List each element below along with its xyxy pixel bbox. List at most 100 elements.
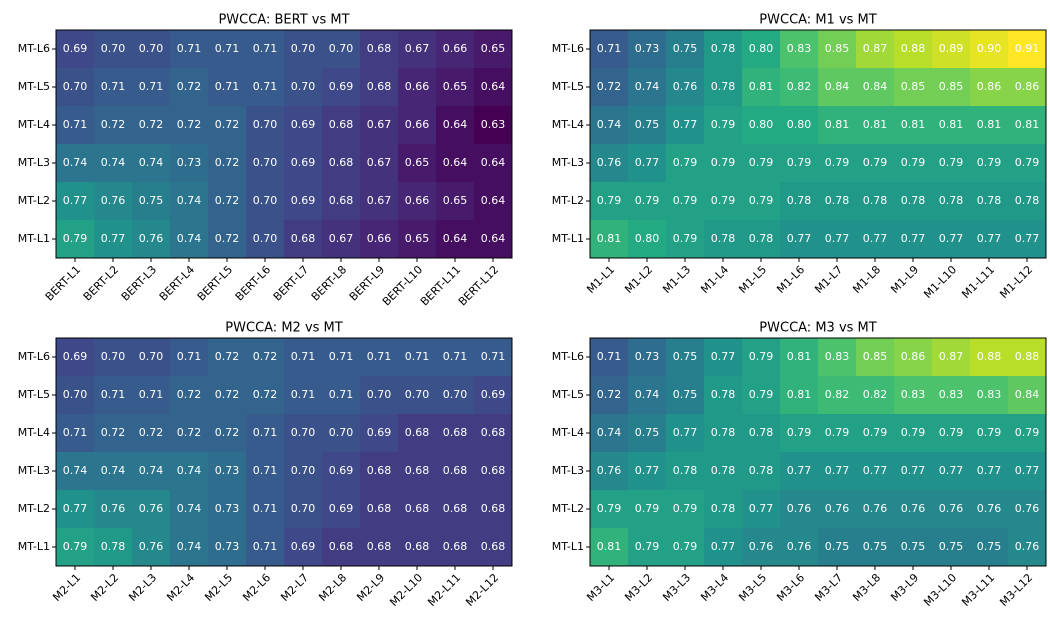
cell-label: 0.77	[939, 232, 964, 245]
heatmap-cell	[1008, 182, 1047, 221]
heatmap-cell	[246, 528, 285, 567]
y-tick-label: MT-L1	[552, 232, 584, 245]
heatmap-cell	[742, 106, 781, 145]
heatmap-cell	[666, 414, 705, 453]
x-tick-label: BERT-L8	[309, 263, 349, 303]
heatmap-cell	[590, 528, 629, 567]
cell-label: 0.81	[1015, 118, 1040, 131]
heatmap-cell	[818, 414, 857, 453]
heatmap-cell	[590, 68, 629, 107]
y-tick-label: MT-L5	[552, 388, 584, 401]
x-tick-label: M2-L6	[240, 571, 273, 604]
cell-label: 0.74	[177, 502, 202, 515]
cell-label: 0.75	[825, 540, 850, 553]
heatmap-cell	[284, 376, 323, 415]
x-tick-label: M3-L9	[888, 571, 921, 604]
cell-label: 0.67	[329, 232, 354, 245]
cell-label: 0.68	[405, 540, 430, 553]
cell-label: 0.64	[481, 156, 506, 169]
cell-label: 0.83	[977, 388, 1002, 401]
heatmap-cell	[628, 182, 667, 221]
plot-frame	[589, 337, 1047, 567]
heatmap-cell	[856, 182, 895, 221]
cell-label: 0.79	[749, 350, 774, 363]
cell-label: 0.71	[177, 42, 202, 55]
heatmap-cell	[94, 30, 133, 69]
x-tick-label: M1-L4	[698, 263, 731, 296]
heatmap-cell	[94, 106, 133, 145]
y-tick-label: MT-L4	[18, 118, 50, 131]
cell-label: 0.81	[901, 118, 926, 131]
heatmap-cell	[246, 414, 285, 453]
heatmap-cell	[284, 452, 323, 491]
cell-label: 0.70	[253, 118, 278, 131]
cell-label: 0.65	[405, 232, 430, 245]
cell-label: 0.85	[901, 80, 926, 93]
x-tick-label: BERT-L5	[195, 263, 235, 303]
cell-label: 0.81	[863, 118, 888, 131]
heatmap-cell	[170, 30, 209, 69]
heatmap-cell	[94, 376, 133, 415]
heatmap-cell	[666, 106, 705, 145]
cell-label: 0.72	[177, 388, 202, 401]
cell-label: 0.87	[863, 42, 888, 55]
y-tick-label: MT-L4	[552, 118, 584, 131]
heatmap-cell	[628, 68, 667, 107]
heatmap-cell	[170, 414, 209, 453]
heatmap-cell	[132, 338, 171, 377]
x-tick-label: M2-L3	[126, 571, 159, 604]
heatmap-cell	[398, 528, 437, 567]
cell-label: 0.72	[139, 426, 164, 439]
cell-label: 0.79	[787, 426, 812, 439]
cell-label: 0.83	[901, 388, 926, 401]
cell-label: 0.78	[901, 194, 926, 207]
y-tick-label: MT-L2	[552, 194, 584, 207]
cell-label: 0.69	[329, 80, 354, 93]
cell-label: 0.78	[939, 194, 964, 207]
heatmap-cell	[666, 30, 705, 69]
heatmap-cell	[360, 106, 399, 145]
y-tick-label: MT-L2	[552, 502, 584, 515]
heatmap-cell	[628, 376, 667, 415]
heatmap-cell	[628, 30, 667, 69]
heatmap-cell	[246, 490, 285, 529]
heatmap-cell	[666, 338, 705, 377]
y-tick-label: MT-L6	[18, 350, 50, 363]
heatmap-cell	[132, 376, 171, 415]
cell-label: 0.70	[101, 42, 126, 55]
heatmap-cell	[398, 144, 437, 183]
x-tick-label: M3-L7	[812, 571, 845, 604]
heatmap-cell	[590, 452, 629, 491]
cell-label: 0.72	[597, 388, 622, 401]
heatmap-cell	[56, 490, 95, 529]
cell-label: 0.70	[63, 388, 88, 401]
y-tick-label: MT-L4	[18, 426, 50, 439]
y-tick-label: MT-L6	[552, 350, 584, 363]
cell-label: 0.68	[367, 502, 392, 515]
heatmap-cell	[970, 528, 1009, 567]
cell-label: 0.75	[977, 540, 1002, 553]
x-tick-label: M2-L9	[354, 571, 387, 604]
heatmap-cell	[932, 338, 971, 377]
heatmap-cell	[742, 220, 781, 259]
cell-label: 0.79	[673, 156, 698, 169]
x-tick-label: M2-L10	[387, 571, 425, 609]
heatmap-cell	[666, 220, 705, 259]
cell-label: 0.72	[215, 156, 240, 169]
cell-label: 0.73	[215, 464, 240, 477]
cell-label: 0.76	[977, 502, 1002, 515]
cell-label: 0.65	[443, 194, 468, 207]
heatmap-cell	[704, 414, 743, 453]
x-tick-label: M1-L1	[584, 263, 617, 296]
cell-label: 0.77	[863, 232, 888, 245]
heatmap-cell	[360, 182, 399, 221]
cell-label: 0.72	[139, 118, 164, 131]
heatmap-cell	[208, 144, 247, 183]
cell-label: 0.72	[215, 350, 240, 363]
cell-label: 0.70	[329, 42, 354, 55]
heatmap-cell	[932, 414, 971, 453]
cell-label: 0.72	[177, 426, 202, 439]
cell-label: 0.71	[597, 42, 622, 55]
cell-label: 0.77	[635, 156, 660, 169]
cell-label: 0.78	[711, 80, 736, 93]
